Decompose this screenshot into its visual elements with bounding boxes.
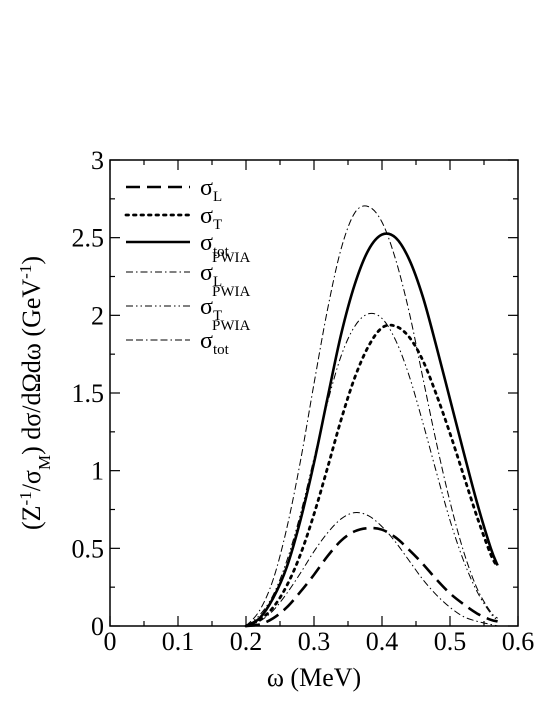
x-tick-label: 0.2 xyxy=(230,627,263,656)
legend-sup-6: PWIA xyxy=(212,318,250,334)
plot-frame xyxy=(109,159,519,627)
series-group xyxy=(244,205,499,628)
y-label-part-b: /σ xyxy=(17,470,46,491)
y-tick-label: 2 xyxy=(91,301,104,330)
x-tick-label: 0.6 xyxy=(502,627,535,656)
y-label-sup-c: -1 xyxy=(16,265,35,279)
y-label-sub-b: M xyxy=(35,455,54,470)
legend-sup-5: PWIA xyxy=(212,284,250,300)
axis-ticks xyxy=(109,159,519,627)
y-tick-label: 0.5 xyxy=(72,534,105,563)
y-tick-label: 1 xyxy=(91,457,104,486)
y-tick-labels: 0 0.5 1 1.5 2 2.5 3 xyxy=(72,146,105,641)
legend-label-1: σL xyxy=(200,175,222,205)
series-line-2 xyxy=(244,323,499,628)
x-tick-label: 0.4 xyxy=(366,627,399,656)
x-tick-label: 0.5 xyxy=(434,627,467,656)
legend-sup-4: PWIA xyxy=(212,250,250,266)
legend-label-2: σT xyxy=(200,203,222,233)
x-tick-label: 0.1 xyxy=(162,627,195,656)
legend-label-3: σtot xyxy=(200,230,230,260)
series-line-6 xyxy=(245,205,498,627)
x-tick-label: 0.3 xyxy=(298,627,331,656)
y-label-sup-a: -1 xyxy=(16,491,35,505)
series-line-5 xyxy=(245,312,498,627)
y-tick-label: 3 xyxy=(91,146,104,175)
series-line-1 xyxy=(245,526,498,628)
y-tick-label: 0 xyxy=(91,612,104,641)
y-axis-label: (Z-1/σM) dσ/dΩdω (GeV-1) xyxy=(16,256,54,530)
y-label-part-a: (Z xyxy=(17,505,46,530)
x-axis-label: ω (MeV) xyxy=(267,663,361,692)
x-tick-labels: 0 0.1 0.2 0.3 0.4 0.5 0.6 xyxy=(104,627,535,656)
legend-label-4: σL xyxy=(200,260,222,290)
legend-label-5: σT xyxy=(200,294,222,324)
y-tick-label: 1.5 xyxy=(72,379,105,408)
y-label-part-c: ) dσ/dΩdω (GeV xyxy=(17,279,46,455)
legend-label-6: σtot xyxy=(200,328,230,358)
y-label-part-d: ) xyxy=(17,256,46,265)
y-tick-label: 2.5 xyxy=(72,224,105,253)
series-line-3 xyxy=(245,232,499,628)
x-tick-label: 0 xyxy=(104,627,117,656)
